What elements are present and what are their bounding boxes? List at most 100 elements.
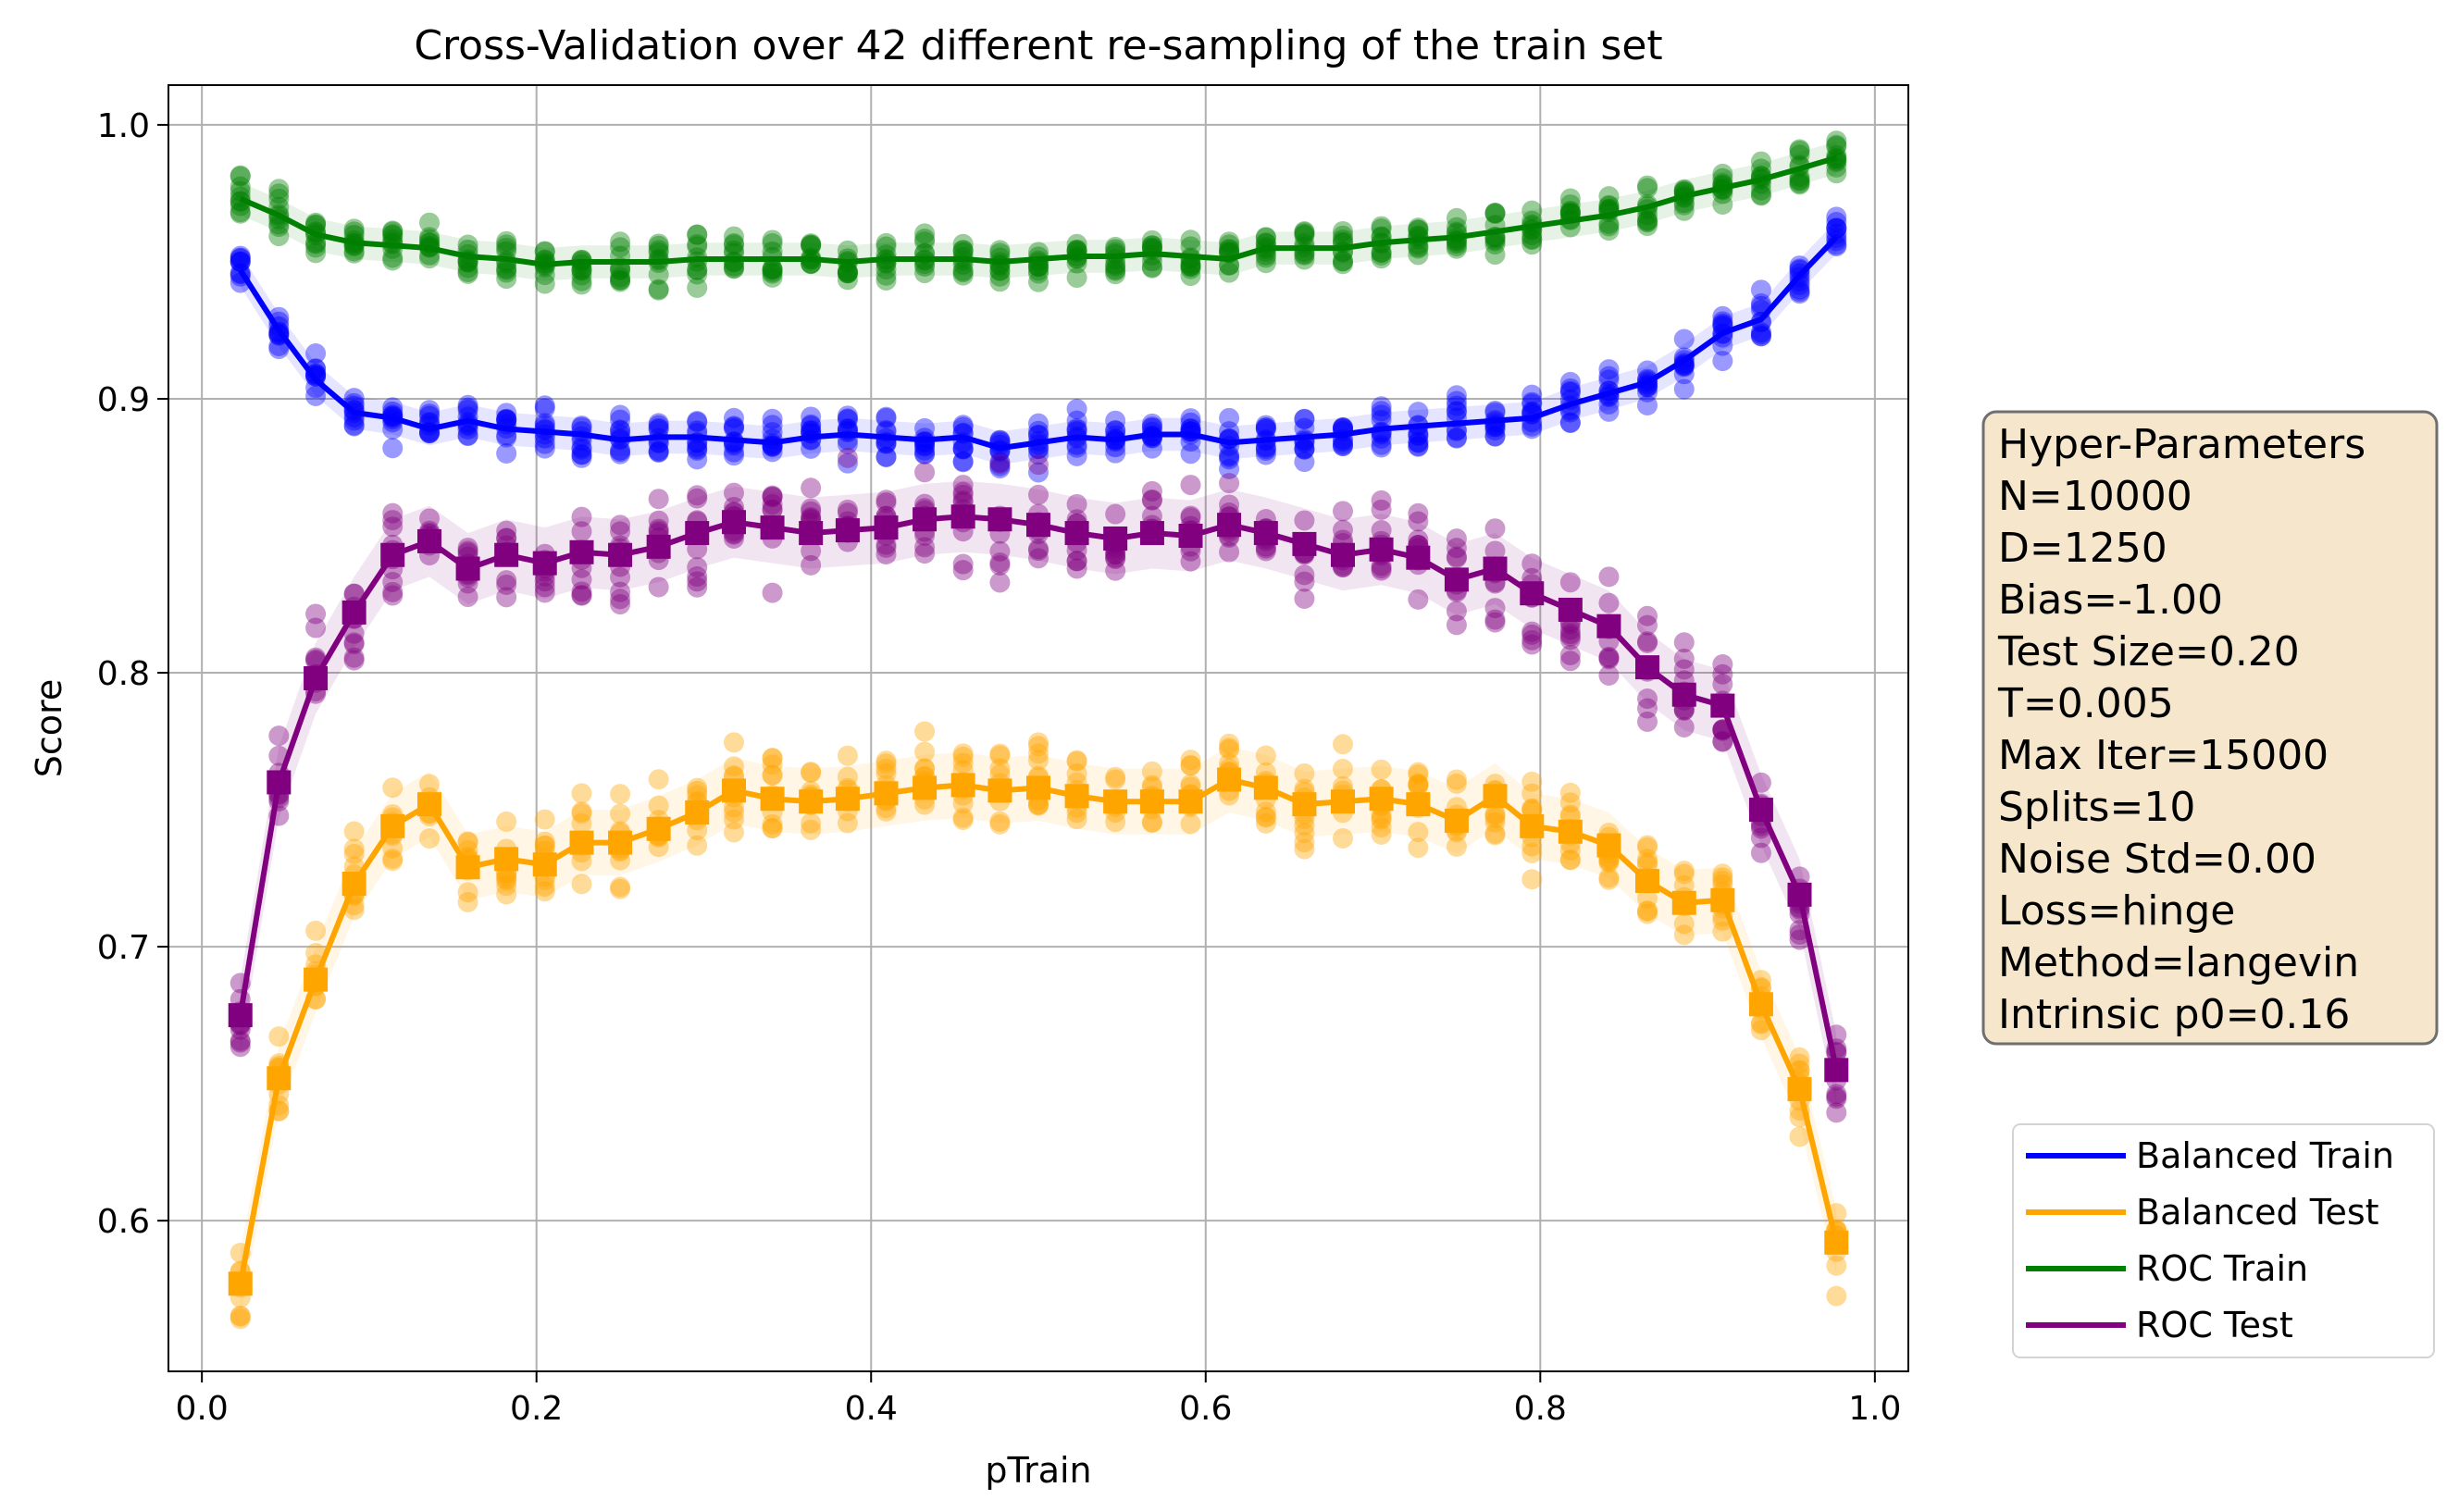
hyper-parameter-line: Method=langevin (1998, 939, 2359, 986)
split-point (687, 224, 708, 245)
split-point (1408, 436, 1429, 457)
split-point (305, 233, 327, 254)
split-point (1826, 217, 1847, 239)
legend-frame (2012, 1123, 2435, 1358)
split-point (610, 231, 631, 253)
split-point (1105, 264, 1126, 285)
x-tick-label: 1.0 (1848, 1390, 1901, 1428)
split-point (343, 843, 365, 864)
split-point (1371, 558, 1392, 579)
split-point (1408, 402, 1429, 423)
mean-point (1253, 521, 1278, 546)
split-point (914, 537, 936, 558)
split-point (1598, 401, 1620, 422)
split-point (1789, 1053, 1810, 1074)
split-point (837, 745, 858, 766)
split-point (687, 412, 708, 433)
split-point (382, 581, 404, 602)
split-point (382, 397, 404, 418)
split-point (952, 452, 974, 473)
split-point (1484, 402, 1506, 423)
split-point (1637, 209, 1658, 230)
split-point (1219, 262, 1240, 283)
mean-point (1292, 792, 1317, 817)
mean-point (1520, 581, 1545, 606)
split-point (1255, 253, 1276, 274)
split-point (534, 438, 555, 459)
split-point (382, 777, 404, 799)
split-point (1637, 178, 1658, 199)
split-point (1521, 415, 1543, 437)
split-point (1559, 378, 1581, 399)
split-point (1333, 436, 1353, 457)
split-point (268, 1026, 290, 1047)
split-point (1637, 849, 1658, 870)
split-point (1371, 216, 1392, 237)
split-point (496, 403, 517, 424)
mean-point (304, 665, 329, 690)
split-point (230, 203, 251, 224)
mean-point (1558, 597, 1583, 622)
x-tick-label: 0.2 (510, 1390, 563, 1428)
mean-point (1331, 789, 1355, 814)
split-point (914, 462, 936, 483)
mean-point (1292, 531, 1317, 556)
split-point (1521, 393, 1543, 415)
split-point (1559, 849, 1581, 871)
mean-point (1139, 789, 1164, 814)
split-point (1598, 366, 1620, 387)
split-point (1371, 759, 1392, 780)
split-point (571, 274, 592, 295)
mean-point (455, 855, 480, 880)
split-point (724, 418, 744, 440)
split-point (1673, 863, 1695, 885)
split-point (1712, 731, 1733, 752)
split-point (1521, 229, 1543, 251)
split-point (1141, 480, 1162, 502)
split-point (914, 443, 936, 465)
split-point (1521, 836, 1543, 857)
split-point (343, 634, 365, 655)
split-point (1180, 750, 1201, 771)
split-point (1105, 420, 1126, 441)
split-point (762, 764, 783, 786)
split-point (457, 261, 478, 282)
split-point (1066, 410, 1087, 431)
split-point (1141, 490, 1162, 511)
split-point (687, 233, 708, 254)
mean-point (1217, 767, 1242, 792)
split-point (382, 438, 404, 459)
split-point (837, 766, 858, 787)
split-point (648, 441, 669, 463)
split-point (1559, 188, 1581, 209)
split-point (1559, 194, 1581, 216)
mean-point (760, 515, 785, 540)
mean-point (569, 830, 594, 855)
split-point (1446, 427, 1467, 448)
split-point (1712, 731, 1733, 752)
split-point (762, 229, 783, 251)
split-point (724, 809, 744, 830)
split-point (457, 257, 478, 279)
split-point (230, 247, 251, 268)
split-point (1408, 774, 1429, 795)
split-point (457, 397, 478, 418)
split-point (648, 242, 669, 263)
split-point (914, 758, 936, 779)
split-point (571, 260, 592, 281)
split-point (1333, 434, 1353, 455)
split-point (1750, 185, 1771, 206)
split-point (724, 822, 744, 843)
split-point (1484, 401, 1506, 422)
split-point (648, 837, 669, 858)
split-point (230, 195, 251, 217)
split-point (496, 268, 517, 290)
split-point (952, 416, 974, 438)
split-point (571, 874, 592, 895)
split-point (496, 259, 517, 280)
split-point (571, 581, 592, 602)
split-point (534, 831, 555, 852)
split-point (343, 218, 365, 240)
split-point (762, 415, 783, 436)
split-point (1408, 217, 1429, 239)
